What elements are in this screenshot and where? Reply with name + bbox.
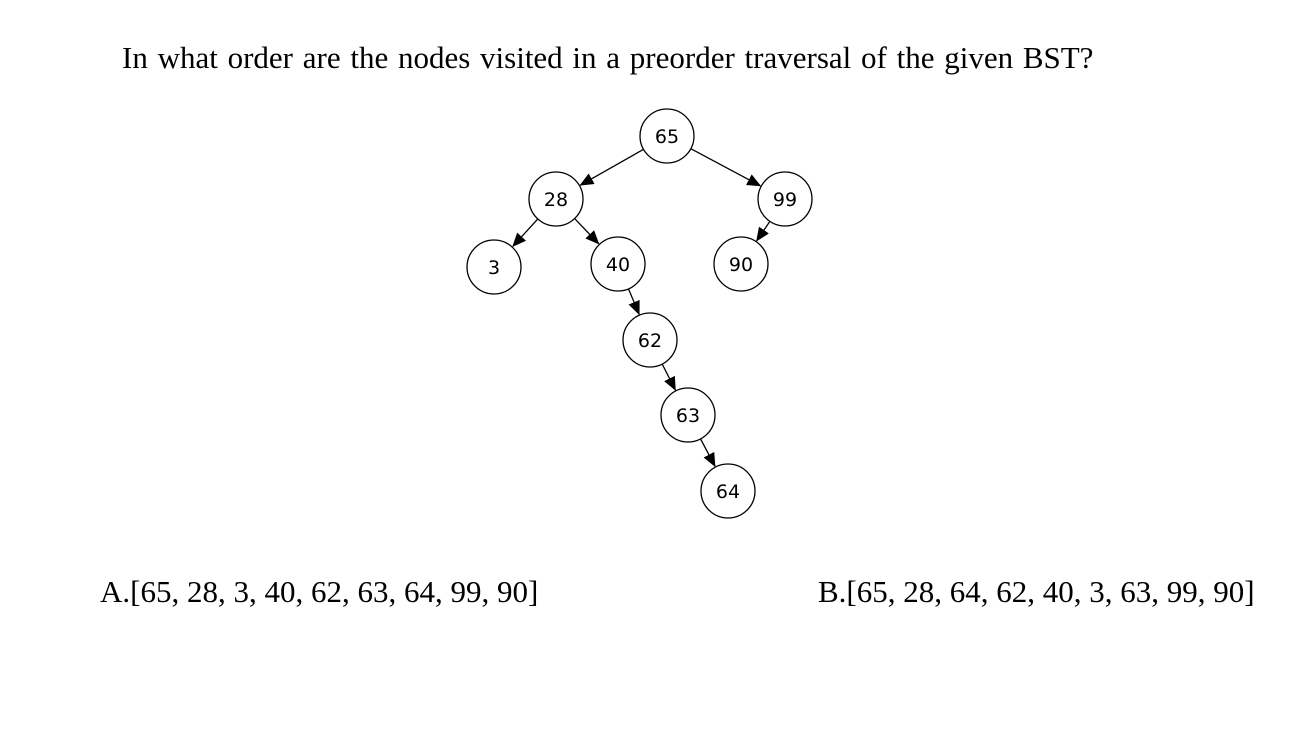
node-label: 90 xyxy=(729,254,753,276)
node-circle xyxy=(713,236,769,292)
node-label: 28 xyxy=(544,189,568,211)
tree-node-28: 28 xyxy=(528,171,584,227)
node-circle xyxy=(528,171,584,227)
node-label: 64 xyxy=(716,481,740,503)
tree-nodes: 65 28 99 3 40 90 62 63 64 xyxy=(466,108,813,519)
edge-62-63 xyxy=(661,363,676,391)
edge-65-99 xyxy=(690,148,762,187)
node-label: 3 xyxy=(488,257,500,279)
node-label: 63 xyxy=(676,405,700,427)
node-label: 62 xyxy=(638,330,662,352)
option-a[interactable]: A.[65, 28, 3, 40, 62, 63, 64, 99, 90] xyxy=(100,574,539,609)
edge-28-3 xyxy=(512,218,539,248)
tree-node-64: 64 xyxy=(700,463,756,519)
edge-40-62 xyxy=(627,288,640,316)
tree-node-63: 63 xyxy=(660,387,716,443)
tree-node-3: 3 xyxy=(466,239,522,295)
node-circle xyxy=(466,239,522,295)
tree-node-62: 62 xyxy=(622,312,678,368)
question-text: In what order are the nodes visited in a… xyxy=(122,40,1094,75)
tree-node-65: 65 xyxy=(639,108,695,164)
node-circle xyxy=(639,108,695,164)
tree-edges xyxy=(512,148,771,468)
tree-node-40: 40 xyxy=(590,236,646,292)
node-circle xyxy=(660,387,716,443)
node-circle xyxy=(590,236,646,292)
node-circle xyxy=(757,171,813,227)
node-label: 99 xyxy=(773,189,797,211)
option-b[interactable]: B.[65, 28, 64, 62, 40, 3, 63, 99, 90] xyxy=(818,574,1255,609)
edge-99-90 xyxy=(756,220,771,242)
node-label: 65 xyxy=(655,126,679,148)
tree-node-99: 99 xyxy=(757,171,813,227)
tree-node-90: 90 xyxy=(713,236,769,292)
node-circle xyxy=(700,463,756,519)
node-label: 40 xyxy=(606,254,630,276)
edge-65-28 xyxy=(579,148,644,186)
edge-63-64 xyxy=(699,438,716,468)
edge-28-40 xyxy=(574,218,600,245)
node-circle xyxy=(622,312,678,368)
